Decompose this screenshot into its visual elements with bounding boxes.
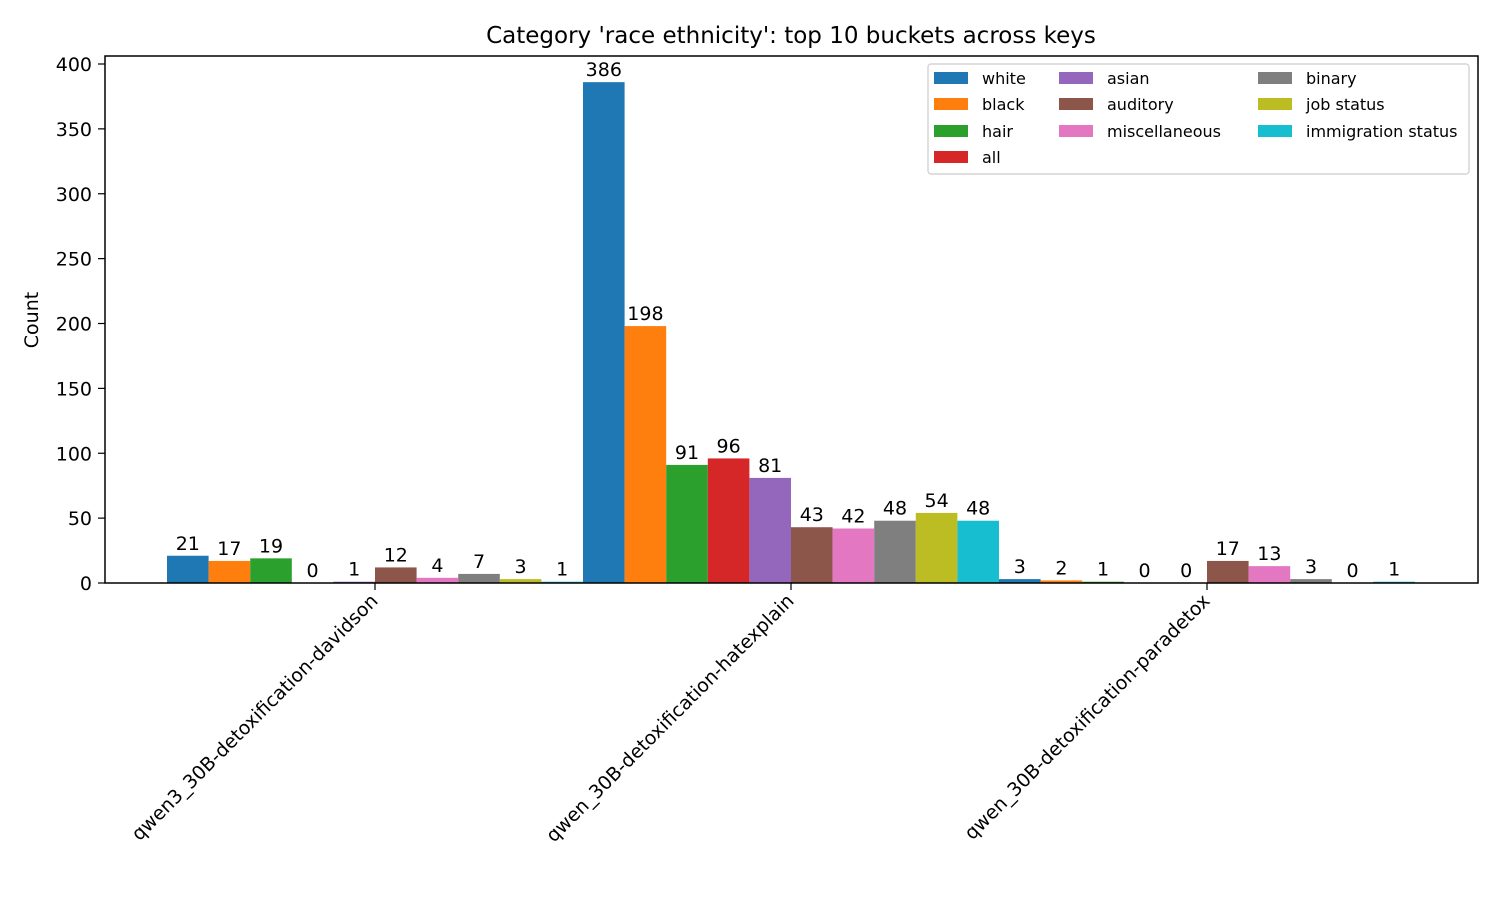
legend-label: asian	[1107, 69, 1150, 88]
legend-swatch	[934, 72, 968, 84]
bar-hair-0	[250, 558, 292, 583]
bar-value-label: 17	[1216, 538, 1240, 560]
legend-label: black	[982, 95, 1025, 114]
bar-miscellaneous-1	[832, 528, 875, 583]
bar-job-status-1	[915, 512, 958, 583]
y-tick-label: 350	[56, 119, 92, 141]
bar-miscellaneous-0	[416, 577, 459, 583]
bars-group	[167, 82, 1415, 583]
bar-auditory-0	[375, 567, 417, 583]
bar-value-label: 81	[758, 455, 782, 477]
bar-white-1	[583, 82, 625, 583]
legend-box	[927, 63, 1470, 175]
legend-swatch	[1258, 72, 1292, 84]
bar-value-label: 7	[473, 551, 485, 573]
bar-black-1	[624, 326, 667, 583]
bar-asian-1	[749, 477, 791, 583]
bar-immigration-status-1	[957, 520, 999, 583]
bar-miscellaneous-2	[1248, 566, 1291, 583]
legend-swatch	[1059, 98, 1093, 110]
bar-value-label: 2	[1055, 557, 1067, 579]
bar-auditory-1	[791, 527, 833, 583]
bar-black-2	[1040, 580, 1083, 583]
y-tick-label: 0	[80, 573, 92, 595]
bar-value-label: 91	[675, 442, 699, 464]
y-tick-label: 300	[56, 184, 92, 206]
bar-value-label: 0	[307, 560, 319, 582]
y-tick-label: 100	[56, 443, 92, 465]
bar-value-label: 17	[217, 538, 241, 560]
legend-swatch	[1258, 98, 1292, 110]
legend: white black hair all asian auditory miscellane…	[927, 63, 1470, 175]
y-axis: 0 50 100 150 200 250 300 350 400	[56, 54, 105, 595]
bar-value-label: 42	[841, 506, 865, 528]
bar-value-label: 0	[1139, 560, 1151, 582]
bar-binary-1	[874, 520, 916, 583]
bar-value-label: 1	[1097, 559, 1109, 581]
legend-swatch	[934, 125, 968, 137]
bar-value-label: 4	[431, 555, 443, 577]
y-axis-title: Count	[21, 292, 43, 348]
bar-labels-group: 2138631719821991109601810124317442137483…	[176, 59, 1401, 582]
x-tick-label: qwen_30B-detoxification-hatexplain	[542, 590, 799, 847]
bar-binary-0	[458, 573, 500, 583]
bar-value-label: 3	[1014, 556, 1026, 578]
bar-all-1	[707, 458, 750, 583]
bar-white-2	[999, 579, 1041, 583]
legend-swatch	[1258, 125, 1292, 137]
y-tick-label: 400	[56, 54, 92, 76]
x-tick-label: qwen_30B-detoxification-paradetox	[960, 590, 1214, 844]
bar-value-label: 43	[800, 504, 824, 526]
legend-swatch	[1059, 125, 1093, 137]
legend-swatch	[934, 151, 968, 163]
y-tick-label: 50	[68, 508, 92, 530]
bar-value-label: 48	[883, 498, 907, 520]
y-tick-label: 150	[56, 378, 92, 400]
bar-value-label: 1	[556, 559, 568, 581]
bar-value-label: 54	[925, 490, 949, 512]
x-tick-label: qwen3_30B-detoxification-davidson	[127, 590, 382, 845]
legend-label: miscellaneous	[1107, 122, 1221, 141]
bar-value-label: 198	[627, 303, 663, 325]
bar-black-0	[208, 560, 251, 583]
bar-value-label: 12	[384, 544, 408, 566]
legend-swatch	[934, 98, 968, 110]
bar-job-status-0	[499, 579, 542, 583]
bar-value-label: 0	[1180, 560, 1192, 582]
legend-label: all	[982, 148, 1001, 167]
bar-white-0	[167, 555, 209, 583]
bar-value-label: 48	[966, 498, 990, 520]
chart-title: Category 'race ethnicity': top 10 bucket…	[486, 23, 1096, 49]
legend-swatch	[1059, 72, 1093, 84]
bar-value-label: 1	[348, 559, 360, 581]
bar-value-label: 96	[717, 435, 741, 457]
bar-value-label: 13	[1257, 543, 1281, 565]
legend-label: immigration status	[1306, 122, 1458, 141]
bar-value-label: 1	[1388, 559, 1400, 581]
legend-label: binary	[1306, 69, 1357, 88]
bar-hair-1	[666, 464, 708, 583]
bar-value-label: 3	[515, 556, 527, 578]
bar-binary-2	[1290, 579, 1332, 583]
bar-value-label: 386	[586, 59, 622, 81]
legend-label: auditory	[1107, 95, 1174, 114]
bar-value-label: 0	[1347, 560, 1359, 582]
bar-value-label: 19	[259, 535, 283, 557]
legend-label: job status	[1305, 95, 1385, 114]
legend-label: white	[982, 69, 1026, 88]
bar-value-label: 3	[1305, 556, 1317, 578]
x-axis: qwen3_30B-detoxification-davidson qwen_30…	[127, 583, 1215, 847]
legend-label: hair	[982, 122, 1013, 141]
bar-auditory-2	[1207, 560, 1249, 583]
bar-value-label: 21	[176, 533, 200, 555]
y-tick-label: 250	[56, 249, 92, 271]
y-tick-label: 200	[56, 314, 92, 336]
